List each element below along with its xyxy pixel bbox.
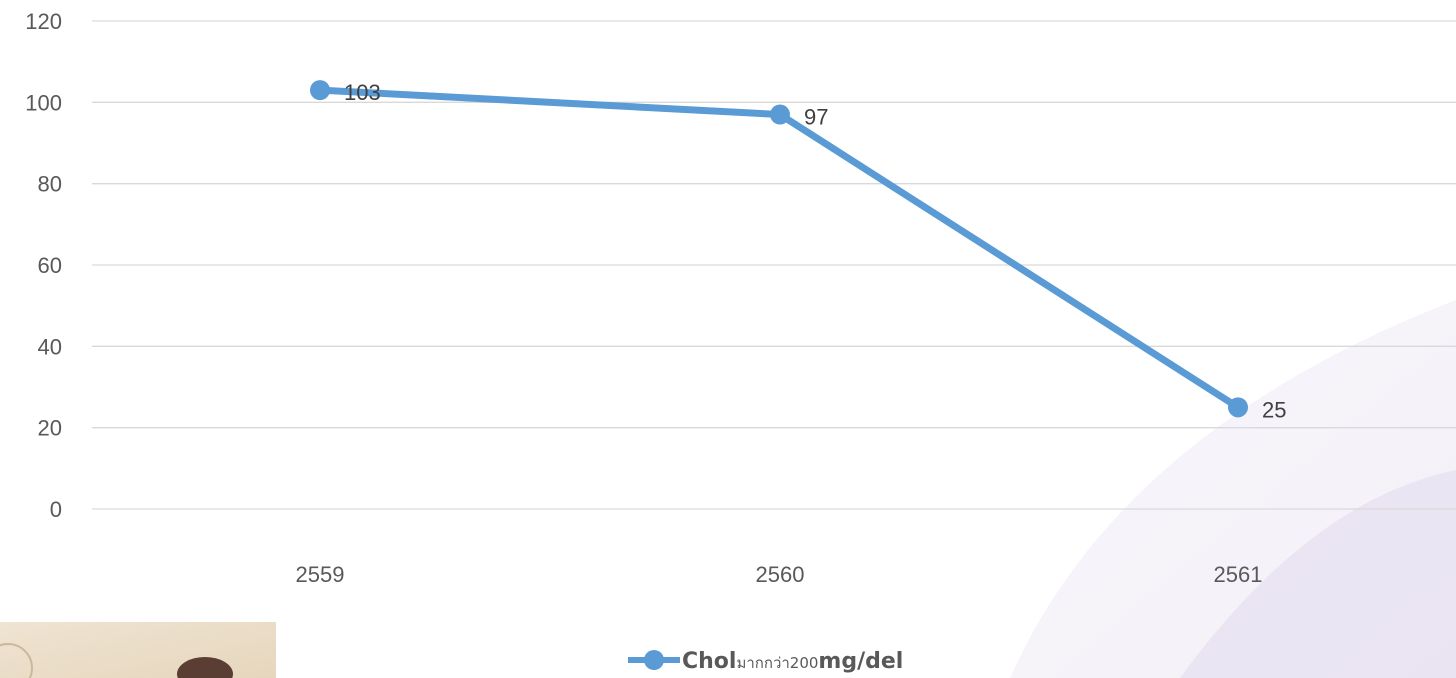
series-line: [316, 86, 1242, 411]
data-label: 25: [1262, 397, 1286, 422]
book-page-shape-inner: [1180, 470, 1456, 678]
y-tick-label: 0: [50, 497, 62, 522]
legend-label-part-2: มากกว่า200: [736, 654, 818, 672]
y-tick-label: 20: [38, 416, 62, 441]
y-axis-ticks: 0 20 40 60 80 100 120: [25, 9, 62, 522]
x-tick-label: 2560: [756, 562, 805, 587]
legend-marker-swatch: [644, 650, 664, 670]
y-tick-label: 80: [38, 172, 62, 197]
y-tick-label: 60: [38, 253, 62, 278]
data-point: [1228, 397, 1248, 418]
x-tick-label: 2559: [296, 562, 345, 587]
y-tick-label: 120: [25, 9, 62, 34]
data-label: 103: [344, 80, 381, 105]
x-tick-label: 2561: [1214, 562, 1263, 587]
legend-label: Cholมากกว่า200mg/del: [682, 649, 903, 674]
corner-photo-figure: [177, 657, 233, 678]
y-tick-label: 100: [25, 90, 62, 115]
series-layer: [310, 80, 1248, 418]
legend[interactable]: Cholมากกว่า200mg/del: [628, 649, 903, 674]
data-point: [310, 80, 330, 101]
y-tick-label: 40: [38, 334, 62, 359]
data-labels: 103 97 25: [344, 80, 1286, 422]
legend-label-part-1: Chol: [682, 649, 736, 674]
legend-label-part-3: mg/del: [818, 649, 903, 674]
x-axis-ticks: 2559 2560 2561: [296, 562, 1263, 587]
grid-layer: [92, 20, 1456, 510]
corner-photo-seal: [0, 643, 33, 678]
data-point: [770, 104, 790, 125]
data-label: 97: [804, 105, 828, 130]
